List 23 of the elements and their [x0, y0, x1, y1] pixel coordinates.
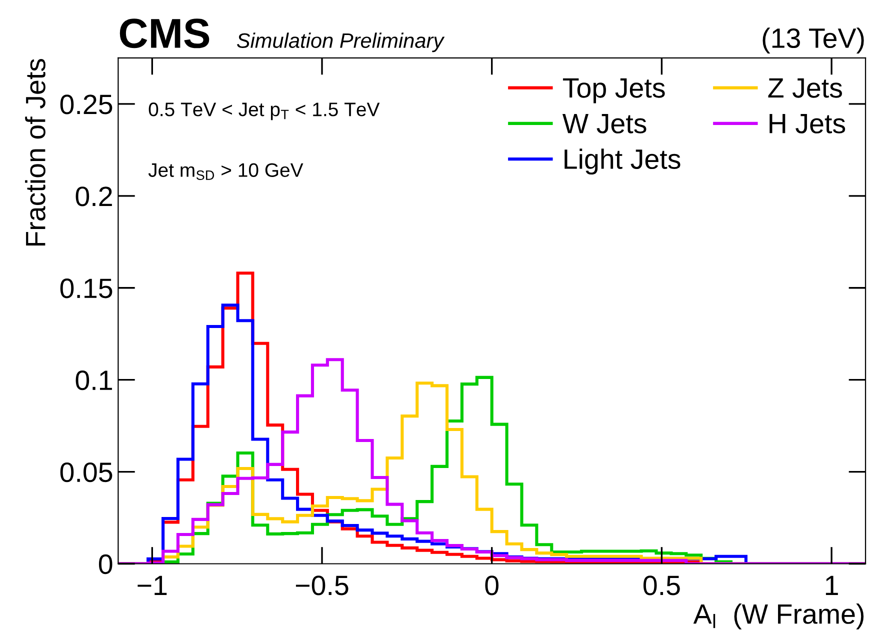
text: (13 TeV) — [762, 28, 864, 54]
legend-label: Z Jets — [768, 78, 842, 98]
chart-subtitle: Simulation Preliminary — [236, 32, 445, 52]
y-tick-label: 0.25 — [60, 94, 112, 114]
legend-label: H Jets — [770, 114, 846, 134]
x-tick-label: −1 — [138, 576, 167, 595]
legend-label: Light Jets — [564, 148, 680, 175]
y-tick-label: 0.2 — [76, 186, 112, 206]
y-tick-label: 0.1 — [76, 370, 112, 390]
x-tick-label: 0.5 — [643, 576, 680, 596]
annotation: Jet m$_{SD}$ > 10 GeV — [148, 163, 304, 180]
annotation: 0.5 TeV < Jet p$_{T}$ < 1.5 TeV — [148, 102, 380, 120]
y-tick-label: 0 — [98, 554, 112, 574]
legend-label: Top Jets — [562, 78, 665, 104]
x-tick-label: 0 — [485, 576, 498, 596]
y-axis-title: Fraction of Jets — [25, 58, 46, 246]
x-axis-title: A$_{l}$ (W Frame) — [693, 604, 864, 630]
x-tick-label: −0.5 — [296, 576, 348, 596]
legend-label: W Jets — [562, 114, 646, 134]
chart-title: CMS — [120, 18, 210, 48]
y-tick-label: 0.15 — [60, 278, 112, 298]
y-tick-label: 0.05 — [60, 462, 112, 482]
x-tick-label: 1 — [826, 576, 838, 595]
